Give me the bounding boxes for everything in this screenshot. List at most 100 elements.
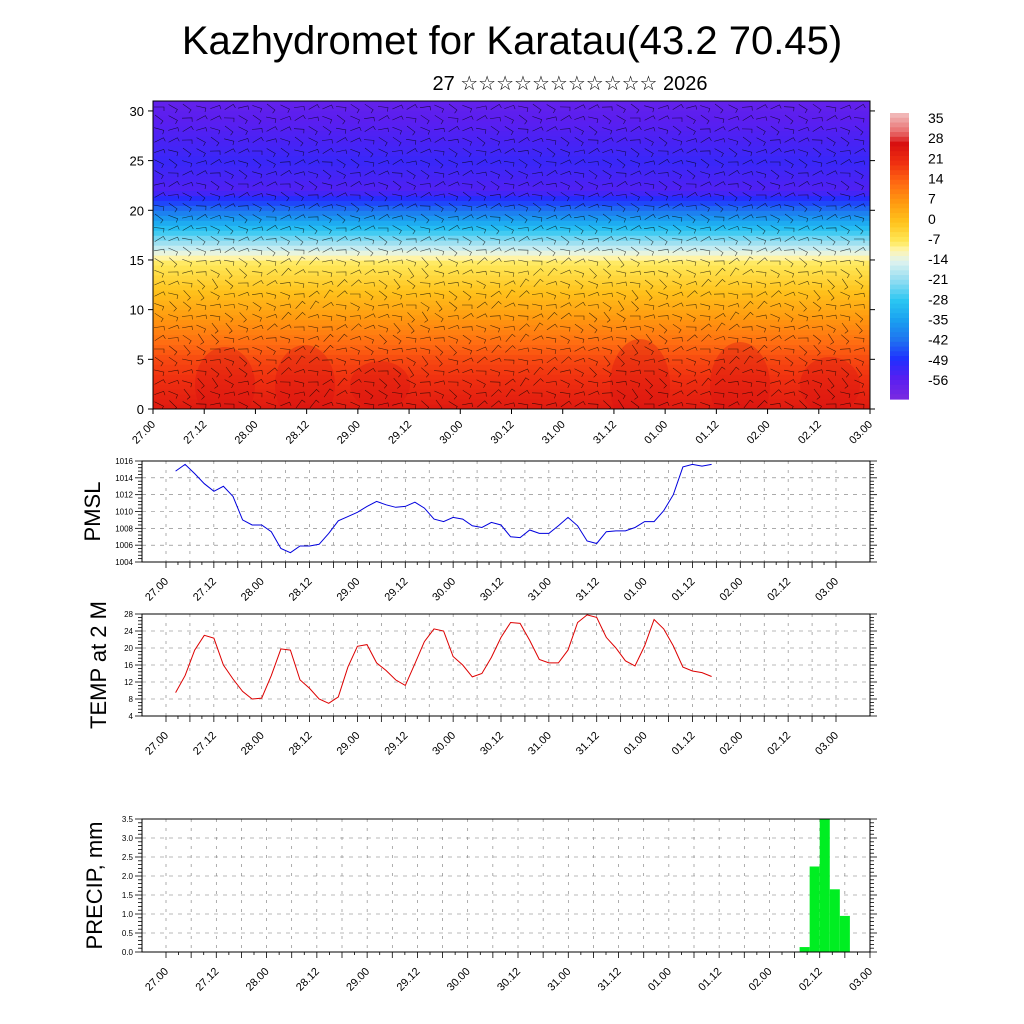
precip-bar — [800, 947, 810, 952]
precip-bar — [840, 916, 850, 952]
pmsl-y-tick-label: 1010 — [115, 508, 133, 517]
colorbar-segment — [890, 208, 909, 213]
colorbar-label: 35 — [928, 110, 944, 126]
temp-x-tick-label: 27.12 — [191, 730, 219, 758]
pmsl-x-tick-label: 29.00 — [335, 576, 363, 604]
heat-x-tick-label: 28.12 — [284, 419, 312, 447]
heat-band — [153, 285, 870, 291]
heat-band — [153, 195, 870, 201]
colorbar-segment — [890, 213, 909, 218]
heat-band — [153, 131, 870, 137]
colorbar-segment — [890, 385, 909, 390]
colorbar-segment — [890, 161, 909, 166]
meteogram-figure: 05101520253027.00 27.12 28.00 28.12 29.00 29.… — [0, 0, 1024, 1024]
colorbar-segment — [890, 285, 909, 290]
colorbar-label: -28 — [928, 291, 948, 307]
colorbar-segment — [890, 280, 909, 285]
heat-y-tick-label: 5 — [137, 352, 144, 367]
pmsl-x-tick-label: 28.00 — [239, 576, 267, 604]
precip-x-tick-label: 29.12 — [395, 966, 423, 994]
colorbar-segment — [890, 132, 909, 137]
heat-warm-patch — [800, 357, 860, 413]
colorbar-label: -21 — [928, 271, 948, 287]
precip-bar — [820, 819, 830, 952]
precip-x-tick-label: 30.00 — [445, 966, 473, 994]
temp-x-tick-label: 30.00 — [430, 730, 458, 758]
temp-x-tick-label: 28.00 — [239, 730, 267, 758]
colorbar-segment — [890, 313, 909, 318]
heat-x-tick-label: 29.12 — [386, 419, 414, 447]
colorbar-segment — [890, 199, 909, 204]
colorbar-segment — [890, 142, 909, 147]
pmsl-x-tick-label: 29.12 — [382, 576, 410, 604]
precip-y-tick-label: 1.5 — [122, 891, 134, 900]
colorbar-segment — [890, 123, 909, 128]
temp-x-tick-label: 29.00 — [335, 730, 363, 758]
colorbar-segment — [890, 189, 909, 194]
colorbar-segment — [890, 165, 909, 170]
heat-x-tick-label: 02.00 — [745, 419, 773, 447]
colorbar-segment — [890, 342, 909, 347]
heat-field — [153, 101, 870, 431]
precip-y-tick-label: 2.0 — [122, 872, 134, 881]
temp-x-tick-label: 31.12 — [574, 730, 602, 758]
heat-warm-patch — [710, 342, 770, 428]
colorbar-segment — [890, 180, 909, 185]
heat-band — [153, 245, 870, 251]
heat-x-tick-label: 30.12 — [489, 419, 517, 447]
heat-warm-patch — [275, 345, 335, 425]
colorbar-segment — [890, 351, 909, 356]
precip-x-tick-label: 31.12 — [596, 966, 624, 994]
heat-band — [153, 339, 870, 345]
pmsl-x-tick-label: 27.12 — [191, 576, 219, 604]
temp-x-tick-label: 29.12 — [382, 730, 410, 758]
temp-panel: 481216202428TEMP at 2 M27.00 27.12 28.00 28… — [86, 601, 877, 758]
precip-x-tick-label: 31.00 — [545, 966, 573, 994]
heat-y-tick-label: 20 — [130, 203, 144, 218]
pmsl-y-tick-label: 1016 — [115, 457, 133, 466]
temp-y-tick-label: 4 — [129, 712, 134, 721]
heat-x-tick-label: 28.00 — [233, 419, 261, 447]
pmsl-y-tick-label: 1008 — [115, 524, 133, 533]
heat-band — [153, 300, 870, 306]
colorbar-segment — [890, 289, 909, 294]
colorbar-segment — [890, 270, 909, 275]
precip-y-tick-label: 0.5 — [122, 929, 134, 938]
temp-x-tick-label: 31.00 — [526, 730, 554, 758]
heat-band — [153, 151, 870, 157]
pmsl-x-tick-label: 31.12 — [574, 576, 602, 604]
pmsl-x-tick-label: 02.12 — [765, 576, 793, 604]
heat-band — [153, 225, 870, 231]
temp-x-tick-label: 01.00 — [622, 730, 650, 758]
colorbar-segment — [890, 275, 909, 280]
colorbar-segment — [890, 323, 909, 328]
precip-x-tick-label: 27.00 — [143, 966, 171, 994]
heat-band — [153, 330, 870, 336]
pmsl-x-tick-label: 28.12 — [287, 576, 315, 604]
colorbar-segment — [890, 299, 909, 304]
precip-x-tick-label: 02.00 — [747, 966, 775, 994]
colorbar-segment — [890, 308, 909, 313]
colorbar-segment — [890, 146, 909, 151]
colorbar-label: -56 — [928, 372, 948, 388]
pmsl-x-tick-label: 27.00 — [143, 576, 171, 604]
colorbar-segment — [890, 318, 909, 323]
heat-x-tick-label: 30.00 — [437, 419, 465, 447]
colorbar-segment — [890, 261, 909, 266]
heat-band — [153, 230, 870, 236]
precip-bar — [830, 889, 840, 952]
colorbar-segment — [890, 337, 909, 342]
heat-x-tick-label: 29.00 — [335, 419, 363, 447]
colorbar: 3528211470-7-14-21-28-35-42-49-56 — [890, 110, 948, 400]
temp-x-tick-label: 03.00 — [813, 730, 841, 758]
colorbar-segment — [890, 237, 909, 242]
precip-x-tick-label: 28.00 — [244, 966, 272, 994]
colorbar-label: 14 — [928, 170, 944, 186]
precip-x-tick-label: 01.12 — [696, 966, 724, 994]
temp-series-line — [176, 615, 712, 703]
colorbar-label: 0 — [928, 211, 936, 227]
precip-y-tick-label: 3.5 — [122, 815, 134, 824]
pmsl-x-tick-label: 31.00 — [526, 576, 554, 604]
cross-section-panel: 05101520253027.00 27.12 28.00 28.12 29.00 29.… — [130, 101, 876, 447]
